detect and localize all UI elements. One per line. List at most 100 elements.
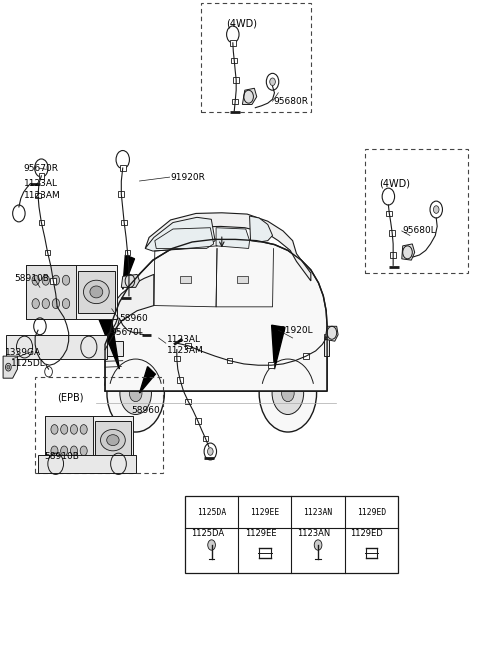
Bar <box>390 252 396 257</box>
Bar <box>227 358 232 363</box>
Text: 1123AL: 1123AL <box>167 335 201 344</box>
Bar <box>121 220 127 226</box>
Polygon shape <box>95 421 131 460</box>
Circle shape <box>32 298 39 309</box>
Ellipse shape <box>90 286 103 298</box>
Bar <box>365 149 468 273</box>
Circle shape <box>207 448 213 455</box>
Circle shape <box>51 424 58 434</box>
Polygon shape <box>140 367 156 393</box>
Polygon shape <box>216 227 250 248</box>
Circle shape <box>62 298 70 309</box>
Text: 95670L: 95670L <box>111 328 144 337</box>
Bar <box>389 230 395 235</box>
Text: 1129EE: 1129EE <box>245 529 276 538</box>
Bar <box>38 173 44 179</box>
Polygon shape <box>145 213 311 281</box>
Bar <box>230 40 236 46</box>
Polygon shape <box>123 255 134 289</box>
Bar <box>268 363 274 368</box>
Circle shape <box>71 446 77 456</box>
Circle shape <box>129 385 142 402</box>
Text: 91920L: 91920L <box>280 326 313 335</box>
Polygon shape <box>3 356 17 378</box>
Circle shape <box>32 275 39 285</box>
Bar <box>231 58 237 63</box>
Text: (4WD): (4WD) <box>226 18 257 29</box>
Circle shape <box>270 78 276 86</box>
Ellipse shape <box>107 435 119 446</box>
Circle shape <box>52 298 60 309</box>
Text: 58910B: 58910B <box>14 274 49 283</box>
Bar <box>120 165 126 171</box>
Polygon shape <box>45 416 94 465</box>
Text: 1123AN: 1123AN <box>303 508 333 517</box>
Bar <box>324 334 330 339</box>
Text: 95680L: 95680L <box>403 226 436 235</box>
Circle shape <box>107 354 164 432</box>
Polygon shape <box>242 88 257 105</box>
Bar <box>35 377 163 473</box>
Text: 58960: 58960 <box>120 314 148 323</box>
Circle shape <box>62 275 70 285</box>
Bar <box>180 276 191 283</box>
Polygon shape <box>45 416 133 465</box>
Bar <box>233 77 239 83</box>
Circle shape <box>7 365 10 369</box>
Circle shape <box>120 372 152 415</box>
Text: 1129ED: 1129ED <box>357 508 386 517</box>
Text: 1123AM: 1123AM <box>24 191 60 200</box>
Circle shape <box>51 446 58 456</box>
Bar <box>195 418 201 424</box>
Circle shape <box>52 275 60 285</box>
Text: 58960: 58960 <box>131 406 160 415</box>
Text: (EPB): (EPB) <box>57 393 84 402</box>
Polygon shape <box>272 325 285 369</box>
Bar <box>105 341 123 356</box>
Polygon shape <box>25 265 76 318</box>
Text: 1125DA: 1125DA <box>191 529 224 538</box>
Polygon shape <box>105 239 327 391</box>
Bar <box>119 191 124 197</box>
Bar <box>185 343 191 348</box>
Circle shape <box>208 540 216 550</box>
Polygon shape <box>97 309 120 369</box>
Circle shape <box>5 363 11 371</box>
Polygon shape <box>105 274 154 345</box>
Bar <box>185 496 398 573</box>
Text: 58910B: 58910B <box>45 452 80 460</box>
Bar <box>177 378 183 383</box>
Bar <box>126 280 132 285</box>
Polygon shape <box>38 455 136 473</box>
Polygon shape <box>78 270 115 313</box>
Polygon shape <box>155 227 214 248</box>
Bar <box>45 250 50 255</box>
Text: 1129ED: 1129ED <box>350 529 383 538</box>
Polygon shape <box>6 335 107 359</box>
Circle shape <box>60 424 68 434</box>
Bar <box>237 276 248 283</box>
Circle shape <box>60 446 68 456</box>
Bar <box>38 220 44 226</box>
Text: 1129EE: 1129EE <box>250 508 279 517</box>
Text: 1123AM: 1123AM <box>167 346 204 356</box>
Circle shape <box>259 354 317 432</box>
Polygon shape <box>25 265 118 318</box>
Text: 1125DL: 1125DL <box>11 359 46 369</box>
Bar <box>35 192 41 198</box>
Bar <box>174 356 180 361</box>
Polygon shape <box>121 274 140 287</box>
Ellipse shape <box>100 430 125 451</box>
Text: 1125DA: 1125DA <box>197 508 226 517</box>
Bar <box>125 250 131 255</box>
Circle shape <box>314 540 322 550</box>
Text: 1123AL: 1123AL <box>24 179 58 188</box>
Text: 1123AN: 1123AN <box>297 529 330 538</box>
Bar <box>50 278 56 283</box>
Bar <box>203 436 208 441</box>
Circle shape <box>272 372 304 415</box>
Bar <box>303 354 309 359</box>
Circle shape <box>80 446 87 456</box>
Polygon shape <box>325 326 338 341</box>
Text: 95680R: 95680R <box>274 97 309 106</box>
